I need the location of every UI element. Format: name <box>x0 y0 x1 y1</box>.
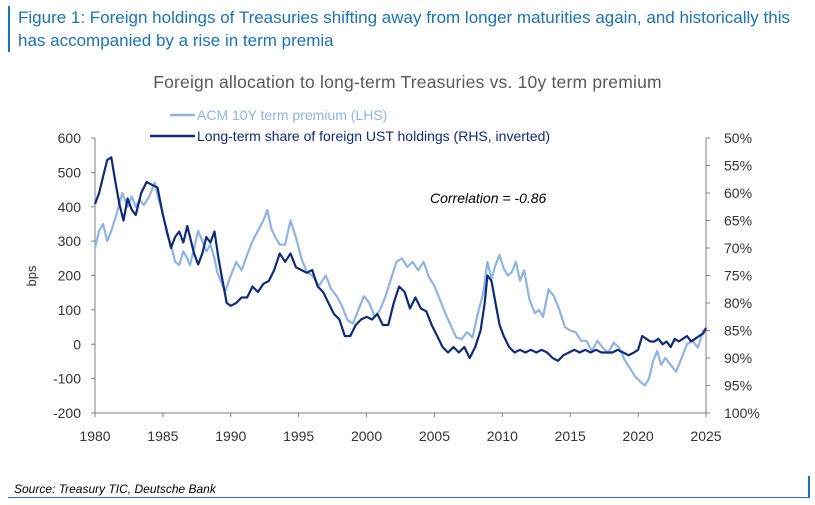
x-tick-label: 1995 <box>283 428 314 444</box>
figure-caption: Figure 1: Foreign holdings of Treasuries… <box>8 6 815 52</box>
x-tick-label: 1980 <box>79 428 110 444</box>
y2-tick-label: 55% <box>724 158 752 174</box>
y-tick-label: 300 <box>58 233 82 249</box>
axes: 600 500 400 300 200 100 0 -100 -200 50% 55% 60% 65% 7… <box>53 130 760 444</box>
y-tick-label: 0 <box>73 336 81 352</box>
y2-tick-label: 95% <box>724 378 752 394</box>
y2-tick-label: 80% <box>724 295 752 311</box>
x-tick-label: 2005 <box>419 428 450 444</box>
y-axis-label: bps <box>24 265 39 286</box>
y2-tick-label: 75% <box>724 268 752 284</box>
y-tick-label: 500 <box>58 164 82 180</box>
y2-tick-label: 65% <box>724 213 752 229</box>
legend-label: Long-term share of foreign UST holdings … <box>197 128 550 144</box>
y-tick-label: 100 <box>58 302 82 318</box>
y-tick-label: 200 <box>58 268 82 284</box>
legend-label: ACM 10Y term premium (LHS) <box>197 107 387 123</box>
y2-tick-label: 50% <box>724 130 752 146</box>
source-frame <box>8 476 810 498</box>
x-tick-label: 2020 <box>623 428 654 444</box>
y2-tick-label: 90% <box>724 350 752 366</box>
x-tick-label: 1985 <box>147 428 178 444</box>
y-tick-label: 400 <box>58 199 82 215</box>
y2-tick-label: 100% <box>724 405 760 421</box>
y-tick-label: -200 <box>53 405 81 421</box>
source-divider <box>8 497 810 498</box>
x-tick-label: 2000 <box>351 428 382 444</box>
y2-tick-label: 60% <box>724 185 752 201</box>
source-text: Source: Treasury TIC, Deutsche Bank <box>14 482 216 496</box>
y-tick-label: -100 <box>53 371 81 387</box>
y2-tick-label: 85% <box>724 323 752 339</box>
long-term-share-line <box>93 156 707 362</box>
x-tick-label: 2010 <box>487 428 518 444</box>
chart-title: Foreign allocation to long-term Treasuri… <box>153 72 662 92</box>
series-layer <box>93 156 707 387</box>
x-tick-label: 1990 <box>215 428 246 444</box>
term-premium-line <box>93 181 706 387</box>
x-tick-label: 2015 <box>555 428 586 444</box>
legend: ACM 10Y term premium (LHS) Long-term shar… <box>150 107 550 144</box>
y2-tick-label: 70% <box>724 240 752 256</box>
x-tick-label: 2025 <box>690 428 721 444</box>
correlation-annotation: Correlation = -0.86 <box>430 190 547 206</box>
y-tick-label: 600 <box>58 130 82 146</box>
